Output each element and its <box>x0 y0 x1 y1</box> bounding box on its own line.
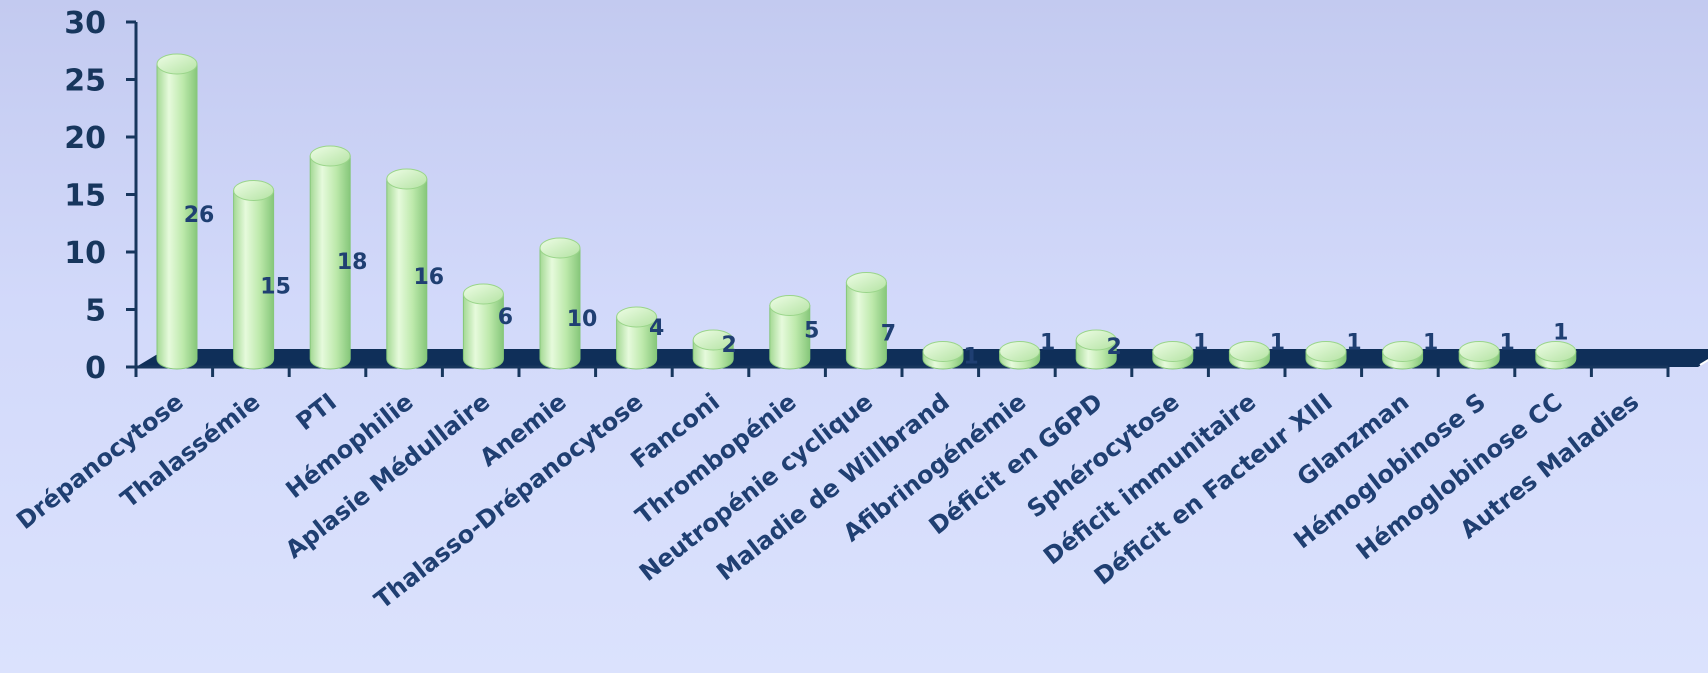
bar-cap <box>233 180 275 201</box>
bar <box>769 295 811 370</box>
data-label: 4 <box>649 316 664 341</box>
bar <box>1228 341 1270 370</box>
bars <box>156 53 1577 370</box>
bar-cap <box>1075 329 1117 351</box>
bar-body <box>539 247 581 370</box>
data-label: 1 <box>1553 321 1568 346</box>
bar-cap <box>692 329 734 351</box>
bar <box>692 329 734 370</box>
floor-edge-highlight <box>1699 359 1708 366</box>
bar-cap <box>1535 341 1577 362</box>
category-label: Thalasso-Drépanocytose <box>369 388 648 615</box>
data-label: 5 <box>804 319 819 344</box>
bar <box>539 237 581 370</box>
data-label: 7 <box>881 322 896 347</box>
data-label: 1 <box>1040 331 1055 356</box>
y-tick-label: 5 <box>85 294 106 329</box>
bar-cap <box>999 341 1041 362</box>
data-label: 18 <box>337 250 368 275</box>
bar <box>1305 341 1347 370</box>
data-label: 1 <box>1423 331 1438 356</box>
bar-cap <box>769 295 811 316</box>
data-label: 26 <box>184 203 215 228</box>
y-tick-label: 20 <box>64 121 106 156</box>
bar-cap <box>616 306 658 328</box>
bar-cap <box>845 272 887 293</box>
bar-body <box>156 63 198 370</box>
bar-body <box>233 190 275 370</box>
bar-cap <box>156 53 198 75</box>
data-label: 1 <box>1346 331 1361 356</box>
data-label: 1 <box>1193 331 1208 356</box>
bar <box>845 272 887 370</box>
bar-cap <box>1458 341 1500 362</box>
bar <box>233 180 275 370</box>
data-label: 6 <box>498 305 513 330</box>
bar-cap <box>1152 341 1194 362</box>
bar <box>1458 341 1500 370</box>
bar-cap <box>1382 341 1424 362</box>
bar <box>616 306 658 370</box>
category-label: PTI <box>291 388 342 436</box>
data-label: 1 <box>1270 331 1285 356</box>
y-tick-label: 15 <box>64 179 106 214</box>
bar-cap <box>922 341 964 362</box>
y-tick-label: 10 <box>64 236 106 271</box>
bar <box>1382 341 1424 370</box>
bar-cap <box>386 168 428 190</box>
y-tick-label: 25 <box>64 64 106 99</box>
bar <box>999 341 1041 370</box>
bar-cap <box>309 145 351 167</box>
bar-cap <box>1228 341 1270 362</box>
category-label: Thalassémie <box>115 388 265 514</box>
bar <box>462 283 504 370</box>
data-label: 16 <box>413 265 444 290</box>
bar <box>1152 341 1194 370</box>
bar-body <box>309 155 351 370</box>
bar <box>1535 341 1577 370</box>
bar-body <box>386 178 428 370</box>
bar-cap <box>462 283 504 305</box>
data-label: 1 <box>963 345 978 370</box>
data-label: 1 <box>1500 331 1515 356</box>
y-tick-label: 0 <box>85 351 106 386</box>
bar-body <box>769 305 811 370</box>
bar-body <box>616 316 658 370</box>
bar <box>309 145 351 370</box>
data-label: 15 <box>260 275 291 300</box>
data-label: 2 <box>722 333 737 358</box>
bar-body <box>462 293 504 370</box>
bar-body <box>845 282 887 370</box>
data-labels: 26 15 18 16 6 10 4 2 5 7 1 1 2 1 1 1 1 1 1 <box>184 203 1569 370</box>
bar <box>922 341 964 370</box>
bar <box>386 168 428 370</box>
bar-cap <box>1305 341 1347 362</box>
y-tick-label: 30 <box>64 6 106 41</box>
data-label: 2 <box>1107 335 1122 360</box>
data-label: 10 <box>567 307 598 332</box>
bar <box>156 53 198 370</box>
bar <box>1075 329 1117 370</box>
bar-cap <box>539 237 581 259</box>
